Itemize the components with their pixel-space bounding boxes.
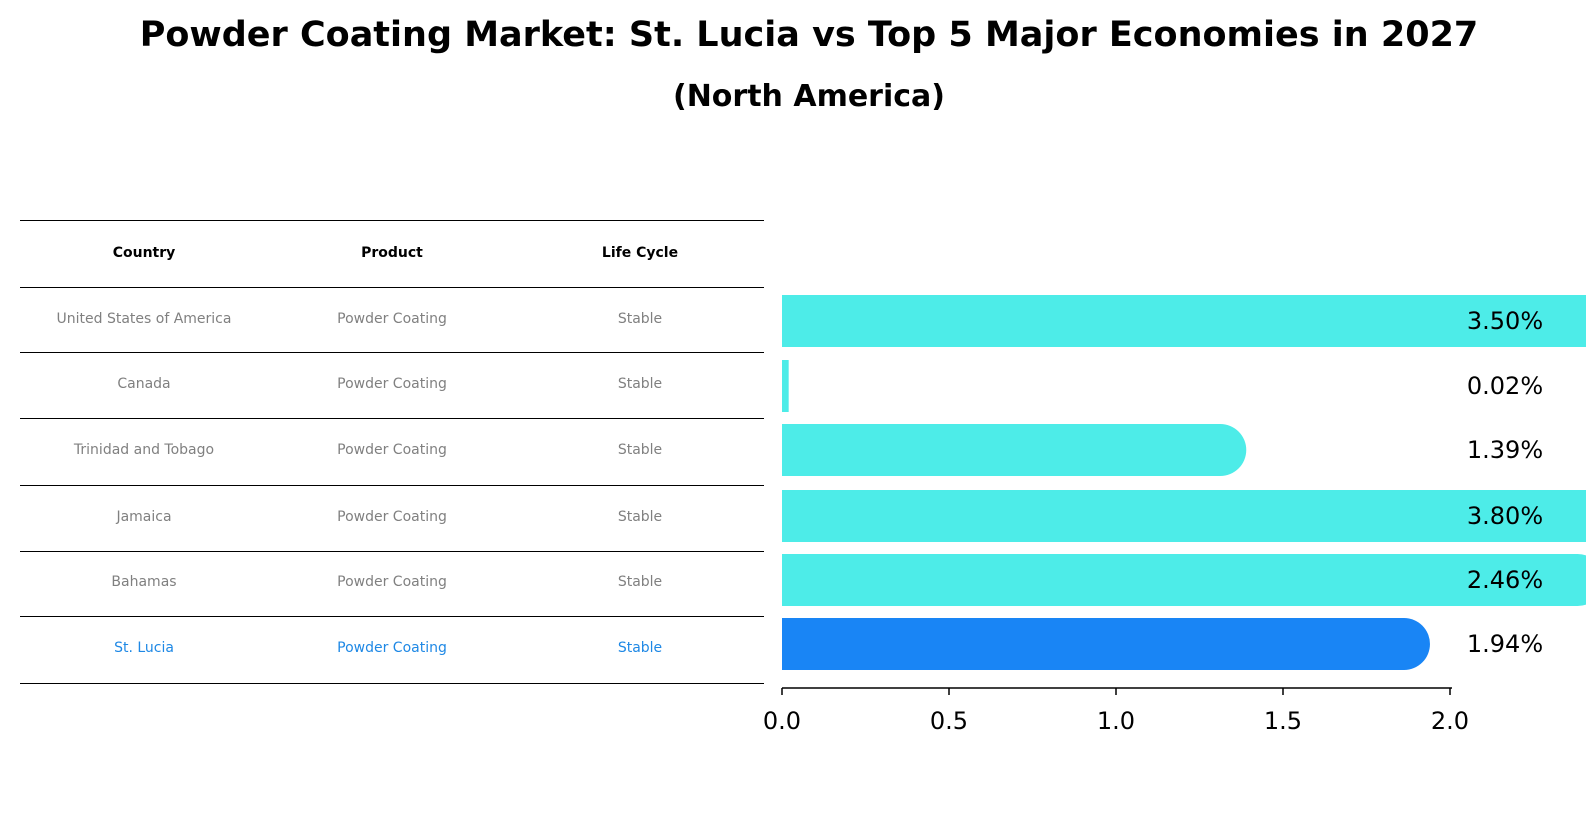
bar	[782, 295, 1586, 347]
table-cell-product: Powder Coating	[337, 311, 447, 327]
bar-value-label: 2.46%	[1467, 566, 1543, 594]
chart-subtitle: (North America)	[672, 79, 945, 114]
bar-value-label: 1.39%	[1467, 436, 1543, 464]
table-cell-country: Jamaica	[116, 509, 172, 525]
table-rule	[20, 418, 764, 419]
table-cell-country: Canada	[117, 376, 171, 392]
table-rule	[20, 616, 764, 617]
table-cell-life-cycle: Stable	[617, 311, 663, 327]
x-tick-label: 0.0	[763, 707, 801, 735]
table-cell-product: Powder Coating	[337, 574, 447, 590]
table-cell-country: United States of America	[56, 311, 232, 327]
bar	[782, 360, 789, 412]
table-rule	[20, 551, 764, 552]
x-tick-label: 1.0	[1097, 707, 1135, 735]
bar-value-label: 3.80%	[1467, 502, 1543, 530]
table-cell-life-cycle: Stable	[617, 509, 663, 525]
bar-value-label: 3.50%	[1467, 307, 1543, 335]
table-cell-product: Powder Coating	[337, 442, 447, 458]
table-cell-product: Powder Coating	[337, 509, 447, 525]
table-rule	[20, 220, 764, 221]
bar	[782, 490, 1586, 542]
table-rule	[20, 287, 764, 288]
table-cell-product-highlighted: Powder Coating	[337, 640, 447, 656]
x-tick-label: 1.5	[1264, 707, 1302, 735]
bar-value-label: 0.02%	[1467, 372, 1543, 400]
bar	[782, 424, 1247, 476]
bar-value-label: 1.94%	[1467, 630, 1543, 658]
table-cell-life-cycle: Stable	[617, 574, 663, 590]
table-rule	[20, 352, 764, 353]
table-rule	[20, 485, 764, 486]
table-cell-country: Bahamas	[111, 574, 177, 590]
column-header-country: Country	[112, 245, 176, 261]
bar-highlighted	[782, 618, 1430, 670]
table-rule	[20, 683, 764, 684]
bar	[782, 554, 1586, 606]
table-cell-life-cycle: Stable	[617, 376, 663, 392]
column-header-product: Product	[361, 245, 423, 261]
table-cell-country: Trinidad and Tobago	[73, 442, 215, 458]
table-cell-country-highlighted: St. Lucia	[114, 640, 174, 656]
table-cell-life-cycle: Stable	[617, 442, 663, 458]
x-tick-label: 2.0	[1431, 707, 1469, 735]
chart-title: Powder Coating Market: St. Lucia vs Top …	[139, 15, 1479, 55]
table-cell-product: Powder Coating	[337, 376, 447, 392]
table-cell-life-cycle-highlighted: Stable	[617, 640, 663, 656]
column-header-life-cycle: Life Cycle	[601, 245, 679, 261]
x-tick-label: 0.5	[930, 707, 968, 735]
